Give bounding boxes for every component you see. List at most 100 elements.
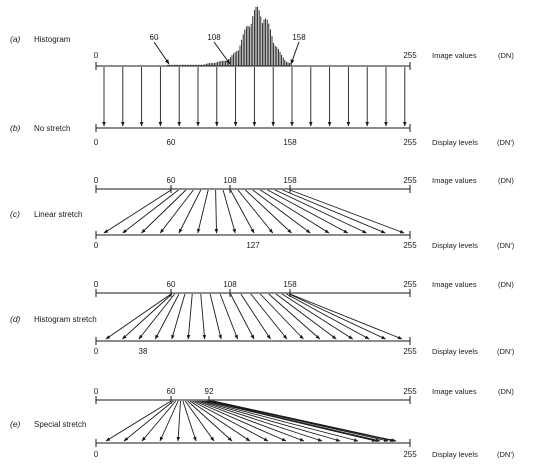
mapping-arrow <box>209 293 222 340</box>
tick-label-0: 0 <box>94 176 99 185</box>
panel-e-title: Special stretch <box>34 420 86 429</box>
tick-label-0: 0 <box>94 280 99 289</box>
mapping-arrows-e <box>105 400 397 442</box>
mapping-arrows-c <box>103 189 405 234</box>
mapping-arrow <box>275 293 337 340</box>
panel-e-special-stretch: (e) Special stretch 0 60 92 255 Image va… <box>10 387 515 459</box>
mapping-arrow <box>259 293 304 340</box>
axis-unit-dn-prime: (DN') <box>497 347 515 356</box>
pointer-arrow-158 <box>290 41 300 65</box>
panel-b-no-stretch: (b) No stretch 0 60 158 255 Display leve… <box>10 67 515 147</box>
tick-label-0: 0 <box>94 51 99 60</box>
panel-a-histogram: (a) Histogram 0 60 108 158 255 Image val… <box>10 6 514 70</box>
tick-label-108: 108 <box>223 280 237 289</box>
tick-label-255: 255 <box>403 280 417 289</box>
tick-label-127: 127 <box>246 241 260 250</box>
mapping-arrow <box>141 189 187 234</box>
mapping-arrow <box>252 189 311 234</box>
mapping-arrow <box>184 400 215 442</box>
tick-label-158: 158 <box>283 176 297 185</box>
tick-label-60: 60 <box>167 280 176 289</box>
mapping-arrow <box>182 400 197 442</box>
mapping-arrow <box>201 400 341 442</box>
tick-label-60: 60 <box>167 138 176 147</box>
mapping-arrow <box>240 293 271 340</box>
axis-label-display-levels: Display levels <box>432 138 478 147</box>
mapping-arrow <box>105 400 172 442</box>
mapping-arrow <box>267 189 349 234</box>
mapping-arrow <box>288 293 386 340</box>
mapping-arrow <box>274 189 367 234</box>
axis-unit-dn-prime: (DN') <box>497 241 515 250</box>
mapping-arrow <box>206 400 377 442</box>
panel-c-letter: (c) <box>10 209 20 219</box>
mapping-arrow <box>196 400 305 442</box>
tick-label-0: 0 <box>94 387 99 396</box>
mapping-arrow <box>122 293 173 340</box>
mapping-arrow <box>250 293 288 340</box>
histogram-bars <box>167 6 292 66</box>
axis-unit-dn: (DN) <box>498 387 514 396</box>
axis-label-display-levels: Display levels <box>432 450 478 459</box>
pointer-arrow-108 <box>213 41 231 65</box>
mapping-arrow <box>281 293 354 340</box>
panel-d-title: Histogram stretch <box>34 315 97 324</box>
tick-label-60: 60 <box>150 33 159 42</box>
tick-label-255: 255 <box>403 176 417 185</box>
tick-label-255: 255 <box>403 387 417 396</box>
tick-label-158: 158 <box>283 138 297 147</box>
axis-unit-dn: (DN) <box>498 280 514 289</box>
tick-label-0: 0 <box>94 450 99 459</box>
tick-label-255: 255 <box>403 241 417 250</box>
axis-label-image-values: Image values <box>432 176 477 185</box>
tick-label-255: 255 <box>403 138 417 147</box>
mapping-arrow <box>103 189 172 234</box>
panel-a-letter: (a) <box>10 34 21 44</box>
mapping-arrow <box>159 400 179 442</box>
mapping-arrow <box>230 293 255 340</box>
mapping-arrow <box>154 293 180 340</box>
panel-b-letter: (b) <box>10 123 21 133</box>
mapping-arrow <box>159 189 194 234</box>
tick-label-0: 0 <box>94 138 99 147</box>
mapping-arrow <box>222 189 236 234</box>
mapping-arrow <box>237 189 274 234</box>
mapping-arrow <box>230 189 255 234</box>
tick-label-38: 38 <box>139 347 148 356</box>
panel-d-letter: (d) <box>10 314 21 324</box>
mapping-arrow <box>214 189 219 234</box>
panel-d-histogram-stretch: (d) Histogram stretch 0 60 108 158 255 I… <box>10 280 515 356</box>
tick-label-108: 108 <box>223 176 237 185</box>
mapping-arrow <box>208 400 381 442</box>
axis-unit-dn-prime: (DN') <box>497 450 515 459</box>
tick-label-158: 158 <box>283 280 297 289</box>
tick-label-255: 255 <box>403 450 417 459</box>
axis-unit-dn: (DN) <box>498 176 514 185</box>
mapping-arrow <box>286 293 370 340</box>
axis-unit-dn: (DN) <box>498 51 514 60</box>
tick-label-60: 60 <box>167 176 176 185</box>
mapping-arrow <box>199 400 323 442</box>
mapping-arrow <box>189 400 251 442</box>
tick-label-108: 108 <box>207 33 221 42</box>
axis-label-display-levels: Display levels <box>432 347 478 356</box>
tick-label-0: 0 <box>94 241 99 250</box>
axis-label-image-values: Image values <box>432 387 477 396</box>
panel-c-title: Linear stretch <box>34 210 82 219</box>
mapping-arrow <box>196 189 209 234</box>
tick-label-158: 158 <box>292 33 306 42</box>
mapping-arrow <box>141 400 177 442</box>
mapping-arrows-b <box>102 67 407 127</box>
panel-c-linear-stretch: (c) Linear stretch 0 60 108 158 255 Imag… <box>10 176 515 250</box>
axis-label-image-values: Image values <box>432 51 477 60</box>
tick-label-255: 255 <box>403 51 417 60</box>
mapping-arrow <box>187 400 233 442</box>
mapping-arrow <box>289 189 405 234</box>
mapping-arrow <box>219 293 238 340</box>
mapping-arrow <box>204 400 359 442</box>
tick-label-60: 60 <box>167 387 176 396</box>
mapping-arrow <box>186 293 193 340</box>
mapping-arrows-d <box>105 293 403 340</box>
mapping-arrow <box>194 400 287 442</box>
